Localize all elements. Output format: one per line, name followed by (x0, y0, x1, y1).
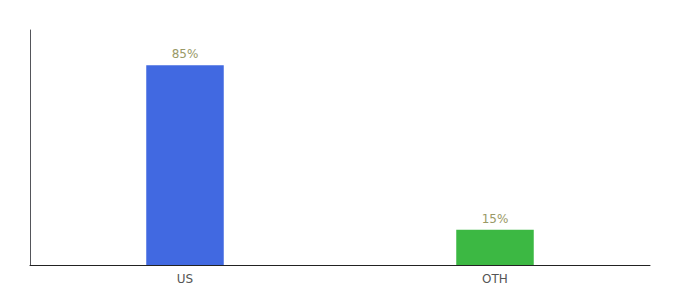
svg-text:OTH: OTH (482, 272, 508, 286)
svg-text:15%: 15% (482, 212, 509, 226)
svg-text:85%: 85% (172, 47, 199, 61)
svg-text:US: US (177, 272, 193, 286)
